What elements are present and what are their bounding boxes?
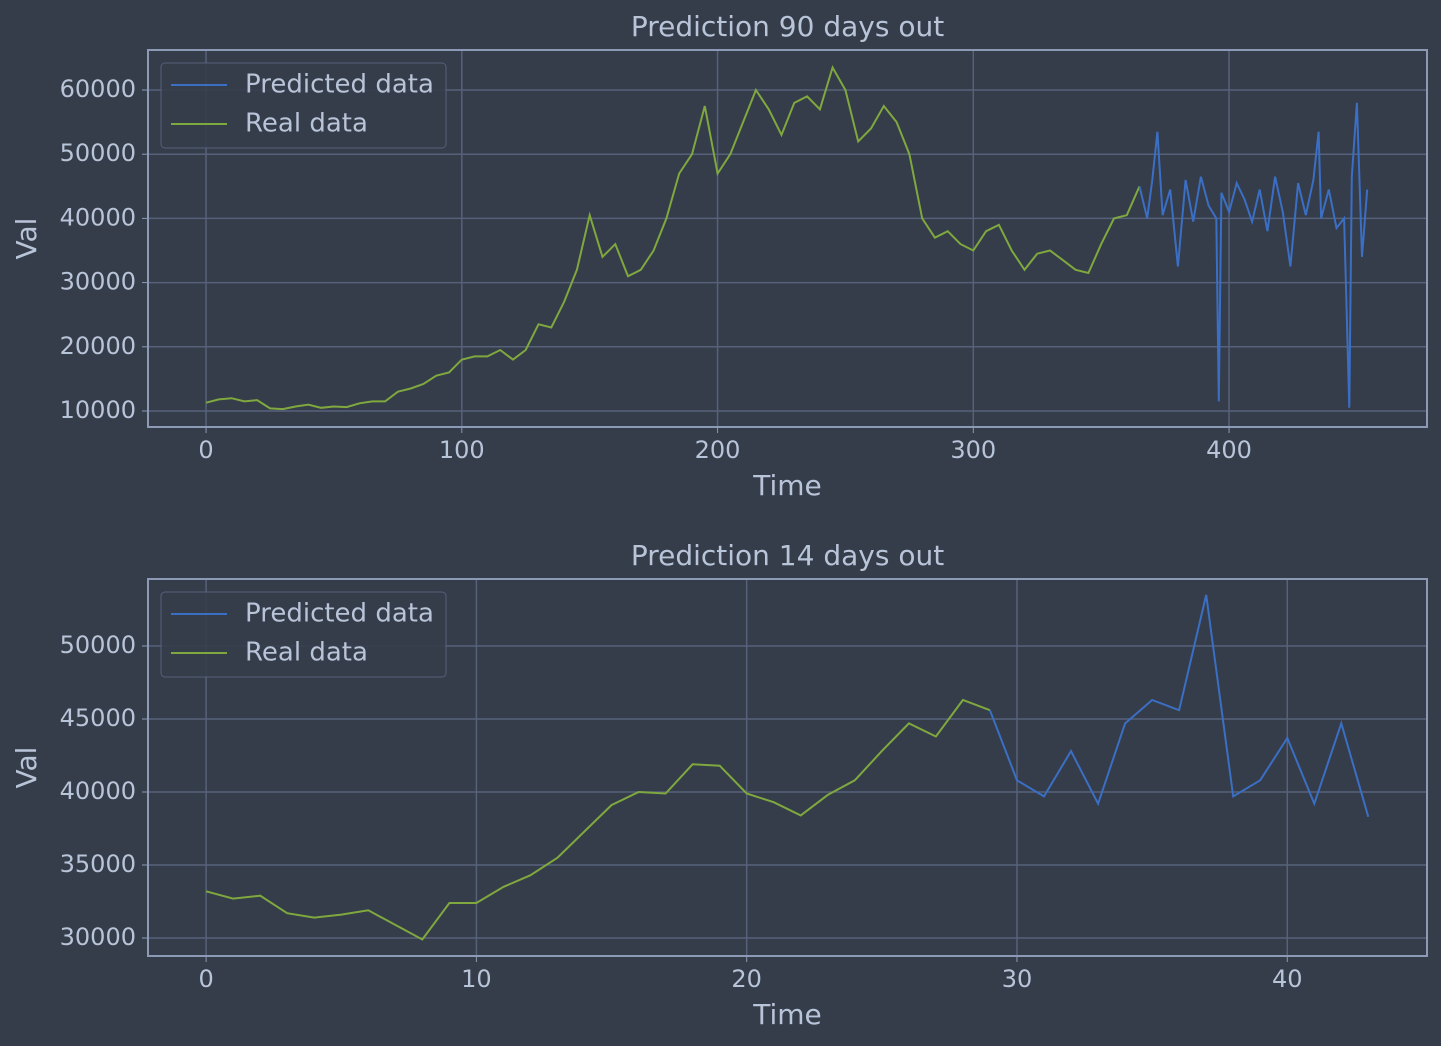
x-tick-label: 200 <box>695 436 741 464</box>
x-tick-label: 0 <box>198 436 213 464</box>
x-tick-label: 0 <box>198 965 213 993</box>
chart-title: Prediction 90 days out <box>631 10 944 43</box>
y-tick-label: 50000 <box>60 631 136 659</box>
y-tick-label: 10000 <box>60 396 136 424</box>
data-line <box>988 594 1370 818</box>
legend-box <box>160 62 447 149</box>
legend-label: Predicted data <box>245 70 434 100</box>
y-tick-label: 45000 <box>60 704 136 732</box>
x-tick-label: 20 <box>731 965 762 993</box>
legend-label: Real data <box>245 638 368 668</box>
y-axis-label: Val <box>10 747 43 789</box>
y-tick-label: 40000 <box>60 777 136 805</box>
y-tick-label: 30000 <box>60 923 136 951</box>
data-line <box>1138 102 1369 408</box>
x-tick-label: 10 <box>461 965 492 993</box>
data-line <box>205 698 991 941</box>
y-tick-label: 60000 <box>60 75 136 103</box>
y-tick-label: 40000 <box>60 203 136 231</box>
legend-label: Real data <box>245 109 368 139</box>
y-tick-label: 30000 <box>60 268 136 296</box>
x-axis-label: Time <box>752 469 822 502</box>
y-tick-label: 50000 <box>60 139 136 167</box>
chart-title: Prediction 14 days out <box>631 539 944 572</box>
y-tick-label: 35000 <box>60 850 136 878</box>
x-tick-label: 400 <box>1206 436 1252 464</box>
plot-border <box>147 49 1428 428</box>
plot-border <box>147 578 1428 957</box>
y-tick-label: 20000 <box>60 332 136 360</box>
data-line <box>205 64 1141 411</box>
y-axis-label: Val <box>10 218 43 260</box>
x-axis-label: Time <box>752 998 822 1031</box>
x-tick-label: 100 <box>439 436 485 464</box>
x-tick-label: 30 <box>1002 965 1033 993</box>
x-tick-label: 300 <box>950 436 996 464</box>
legend-label: Predicted data <box>245 599 434 629</box>
x-tick-label: 40 <box>1272 965 1303 993</box>
legend-box <box>160 591 447 678</box>
